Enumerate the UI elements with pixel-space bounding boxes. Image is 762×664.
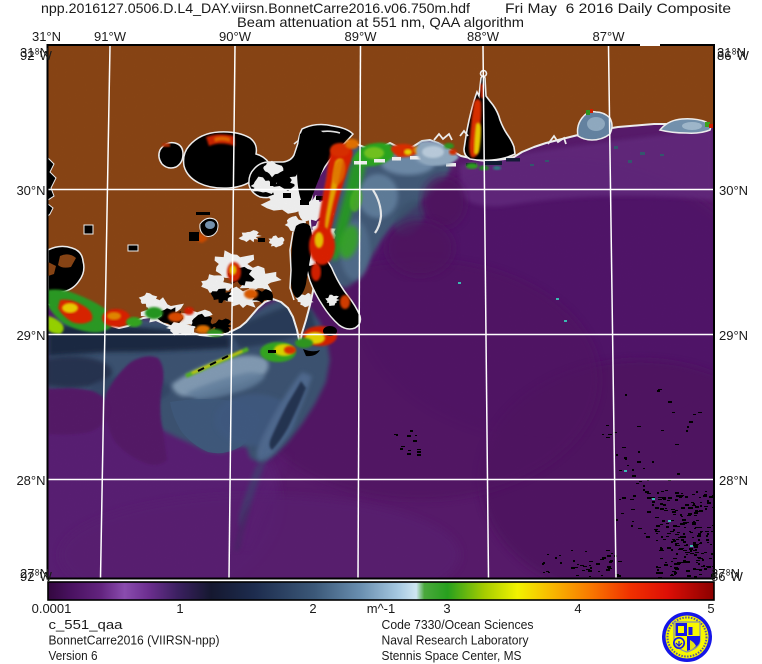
svg-text:2: 2 xyxy=(309,601,316,616)
svg-text:28°N: 28°N xyxy=(16,473,45,488)
svg-text:86°W: 86°W xyxy=(717,48,750,63)
svg-text:4: 4 xyxy=(574,601,581,616)
svg-text:1: 1 xyxy=(176,601,183,616)
svg-text:31°N: 31°N xyxy=(20,45,49,60)
svg-text:Version 6: Version 6 xyxy=(49,648,98,663)
svg-text:m^-1: m^-1 xyxy=(367,601,396,616)
svg-text:31°N: 31°N xyxy=(717,45,746,60)
svg-text:27°N: 27°N xyxy=(20,566,49,581)
svg-text:c_551_qaa: c_551_qaa xyxy=(49,617,124,632)
svg-text:31°N: 31°N xyxy=(32,29,61,44)
svg-text:30°N: 30°N xyxy=(16,183,45,198)
svg-text:Code 7330/Ocean Sciences: Code 7330/Ocean Sciences xyxy=(382,617,534,632)
svg-text:Naval Research Laboratory: Naval Research Laboratory xyxy=(382,633,529,648)
svg-text:npp.2016127.0506.D.L4_DAY.viir: npp.2016127.0506.D.L4_DAY.viirsn.BonnetC… xyxy=(41,1,470,16)
svg-text:Beam attenuation at 551 nm, QA: Beam attenuation at 551 nm, QAA algorith… xyxy=(237,15,524,30)
svg-text:27°N: 27°N xyxy=(711,566,740,581)
svg-text:92°W: 92°W xyxy=(20,48,53,63)
svg-text:3: 3 xyxy=(443,601,450,616)
svg-text:0.0001: 0.0001 xyxy=(32,601,72,616)
svg-text:88°W: 88°W xyxy=(467,29,500,44)
svg-text:29°N: 29°N xyxy=(16,328,45,343)
svg-text:30°N: 30°N xyxy=(719,183,748,198)
svg-text:87°W: 87°W xyxy=(593,29,626,44)
svg-text:91°W: 91°W xyxy=(94,29,127,44)
svg-text:86°W: 86°W xyxy=(711,569,744,584)
svg-text:28°N: 28°N xyxy=(719,473,748,488)
svg-text:90°W: 90°W xyxy=(219,29,252,44)
svg-text:Fri May 6 2016 Daily Composit: Fri May 6 2016 Daily Composite xyxy=(505,1,731,16)
svg-text:92°W: 92°W xyxy=(20,569,53,584)
svg-text:Stennis Space Center, MS: Stennis Space Center, MS xyxy=(382,648,522,663)
svg-text:5: 5 xyxy=(707,601,714,616)
svg-text:29°N: 29°N xyxy=(719,328,748,343)
svg-text:BonnetCarre2016 (VIIRSN-npp): BonnetCarre2016 (VIIRSN-npp) xyxy=(49,633,220,648)
svg-text:89°W: 89°W xyxy=(345,29,378,44)
